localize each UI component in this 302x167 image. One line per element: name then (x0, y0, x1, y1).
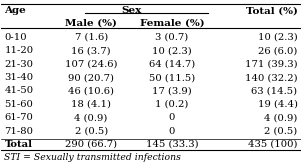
Text: 64 (14.7): 64 (14.7) (149, 60, 195, 69)
Text: 107 (24.6): 107 (24.6) (65, 60, 117, 69)
Text: 290 (66.7): 290 (66.7) (65, 140, 117, 149)
Text: 140 (32.2): 140 (32.2) (245, 73, 297, 82)
Text: STI = Sexually transmitted infections: STI = Sexually transmitted infections (5, 153, 181, 162)
Text: 71-80: 71-80 (5, 127, 34, 136)
Text: Age: Age (5, 6, 26, 15)
Text: 10 (2.3): 10 (2.3) (152, 46, 192, 55)
Text: 4 (0.9): 4 (0.9) (264, 113, 297, 122)
Text: 7 (1.6): 7 (1.6) (75, 33, 108, 42)
Text: 51-60: 51-60 (5, 100, 33, 109)
Text: 3 (0.7): 3 (0.7) (155, 33, 188, 42)
Text: 50 (11.5): 50 (11.5) (149, 73, 195, 82)
Text: 26 (6.0): 26 (6.0) (258, 46, 297, 55)
Text: 435 (100): 435 (100) (248, 140, 297, 149)
Text: 31-40: 31-40 (5, 73, 34, 82)
Text: 1 (0.2): 1 (0.2) (155, 100, 189, 109)
Text: 90 (20.7): 90 (20.7) (68, 73, 114, 82)
Text: 61-70: 61-70 (5, 113, 33, 122)
Text: 4 (0.9): 4 (0.9) (75, 113, 108, 122)
Text: 10 (2.3): 10 (2.3) (258, 33, 297, 42)
Text: Female (%): Female (%) (140, 19, 204, 28)
Text: 11-20: 11-20 (5, 46, 34, 55)
Text: 46 (10.6): 46 (10.6) (68, 87, 114, 96)
Text: 0: 0 (169, 127, 175, 136)
Text: 41-50: 41-50 (5, 87, 34, 96)
Text: 63 (14.5): 63 (14.5) (252, 87, 297, 96)
Text: 2 (0.5): 2 (0.5) (75, 127, 108, 136)
Text: 16 (3.7): 16 (3.7) (71, 46, 111, 55)
Text: 19 (4.4): 19 (4.4) (258, 100, 297, 109)
Text: 18 (4.1): 18 (4.1) (71, 100, 111, 109)
Text: Male (%): Male (%) (65, 19, 117, 28)
Text: 2 (0.5): 2 (0.5) (264, 127, 297, 136)
Text: Sex: Sex (121, 6, 142, 15)
Text: Total (%): Total (%) (246, 6, 297, 15)
Text: 21-30: 21-30 (5, 60, 34, 69)
Text: Total: Total (5, 140, 32, 149)
Text: 17 (3.9): 17 (3.9) (152, 87, 192, 96)
Text: 0: 0 (169, 113, 175, 122)
Text: 145 (33.3): 145 (33.3) (146, 140, 198, 149)
Text: 0-10: 0-10 (5, 33, 27, 42)
Text: 171 (39.3): 171 (39.3) (245, 60, 297, 69)
